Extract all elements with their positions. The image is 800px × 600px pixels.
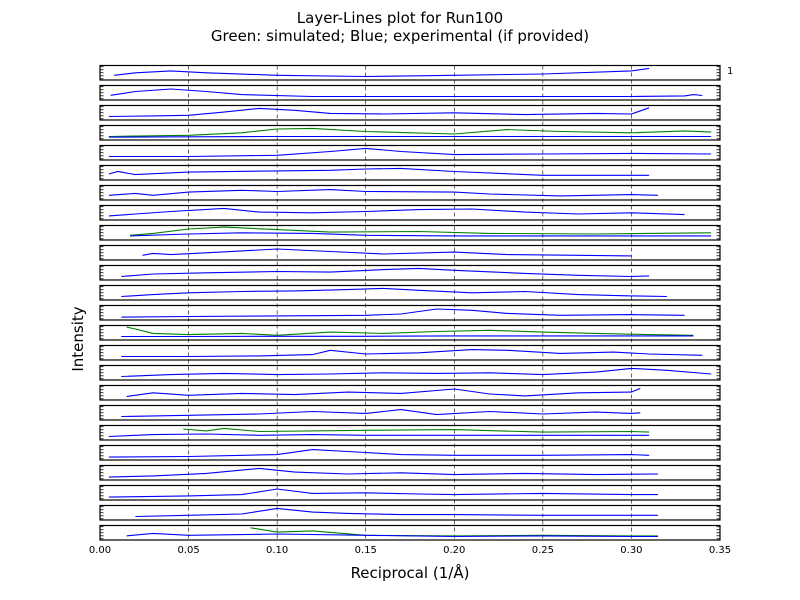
experimental-series-line: [108, 135, 712, 138]
experimental-series-line: [142, 248, 632, 257]
layer-line-panel-16: [99, 364, 721, 381]
experimental-series-line: [126, 387, 641, 398]
layer-line-panel-12: [99, 284, 721, 301]
experimental-series-line: [108, 488, 658, 498]
experimental-series-line: [114, 67, 650, 78]
layer-line-panel-7: [99, 184, 721, 201]
layer-line-panel-2: [99, 84, 721, 101]
layer-line-panel-5: [99, 144, 721, 161]
experimental-series-line: [108, 147, 712, 158]
layer-line-panel-23: [99, 504, 721, 521]
experimental-series-line: [121, 367, 712, 378]
layer-line-panel-3: [99, 104, 721, 121]
experimental-series-line: [130, 232, 712, 237]
experimental-series-line: [108, 207, 685, 217]
panel-frame: [99, 84, 721, 101]
experimental-series-line: [126, 532, 658, 538]
panel-frame: [99, 144, 721, 161]
simulated-series-line: [126, 326, 694, 336]
layer-line-panel-6: [99, 164, 721, 181]
x-axis-label: Reciprocal (1/Å): [351, 563, 470, 582]
panel-frame: [99, 444, 721, 461]
experimental-series-line: [108, 189, 659, 197]
experimental-series-line: [121, 308, 685, 318]
simulated-series-line: [130, 226, 712, 236]
experimental-series-line: [121, 267, 650, 278]
y-axis-label: Intensity: [69, 306, 87, 371]
layer-line-panel-24: [99, 524, 721, 541]
experimental-series-line: [108, 433, 650, 438]
layer-line-panel-22: [99, 484, 721, 501]
experimental-series-line: [110, 88, 703, 98]
simulated-series-line: [183, 427, 650, 433]
layer-line-panel-13: [99, 304, 721, 321]
layer-line-panel-17: [99, 384, 721, 401]
layer-line-panel-19: [99, 424, 721, 441]
x-tick-label: 0.10: [266, 545, 288, 556]
panel-frame: [99, 184, 721, 201]
chart-title: Layer-Lines plot for Run100: [297, 9, 503, 27]
experimental-series-line: [108, 449, 650, 458]
panel-frame: [99, 424, 721, 441]
panel-frame: [99, 524, 721, 541]
layer-line-panel-21: [99, 464, 721, 481]
x-tick-label: 0.00: [89, 545, 111, 556]
x-tick-label: 0.15: [355, 545, 377, 556]
grid-lines: [188, 65, 632, 540]
layer-line-panel-1: [99, 64, 721, 81]
panel-frame: [99, 164, 721, 181]
layer-line-panel-14: [99, 324, 721, 341]
panel-index-annotation: 1: [727, 66, 733, 77]
layer-line-panel-11: [99, 264, 721, 281]
panel-frame: [99, 504, 721, 521]
panel-frame: [99, 64, 721, 81]
layer-line-panel-18: [99, 404, 721, 421]
experimental-series-line: [121, 349, 703, 358]
layer-line-panel-10: [99, 244, 721, 261]
experimental-series-line: [108, 467, 659, 478]
x-tick-label: 0.30: [620, 545, 642, 556]
experimental-series-line: [121, 409, 641, 418]
x-axis: 0.00 0.05 0.10 0.15 0.20 0.25 0.30 0.35: [89, 545, 731, 556]
panel-frame: [99, 224, 721, 241]
experimental-series-line: [135, 507, 658, 518]
layer-line-panel-20: [99, 444, 721, 461]
experimental-series-line: [121, 335, 694, 338]
layer-line-panel-4: [99, 124, 721, 141]
experimental-series-line: [121, 287, 667, 298]
experimental-series-line: [108, 107, 650, 118]
simulated-series-line: [108, 127, 712, 138]
layer-line-panel-8: [99, 204, 721, 221]
x-tick-label: 0.25: [532, 545, 554, 556]
chart-subtitle: Green: simulated; Blue; experimental (if…: [211, 27, 589, 45]
layer-line-panel-9: [99, 224, 721, 241]
x-tick-label: 0.20: [443, 545, 465, 556]
layer-line-panels: [99, 64, 721, 541]
panel-frame: [99, 484, 721, 501]
layer-line-panel-15: [99, 344, 721, 361]
panel-frame: [99, 104, 721, 121]
x-tick-label: 0.35: [709, 545, 731, 556]
experimental-series-line: [108, 167, 650, 176]
x-tick-label: 0.05: [177, 545, 199, 556]
